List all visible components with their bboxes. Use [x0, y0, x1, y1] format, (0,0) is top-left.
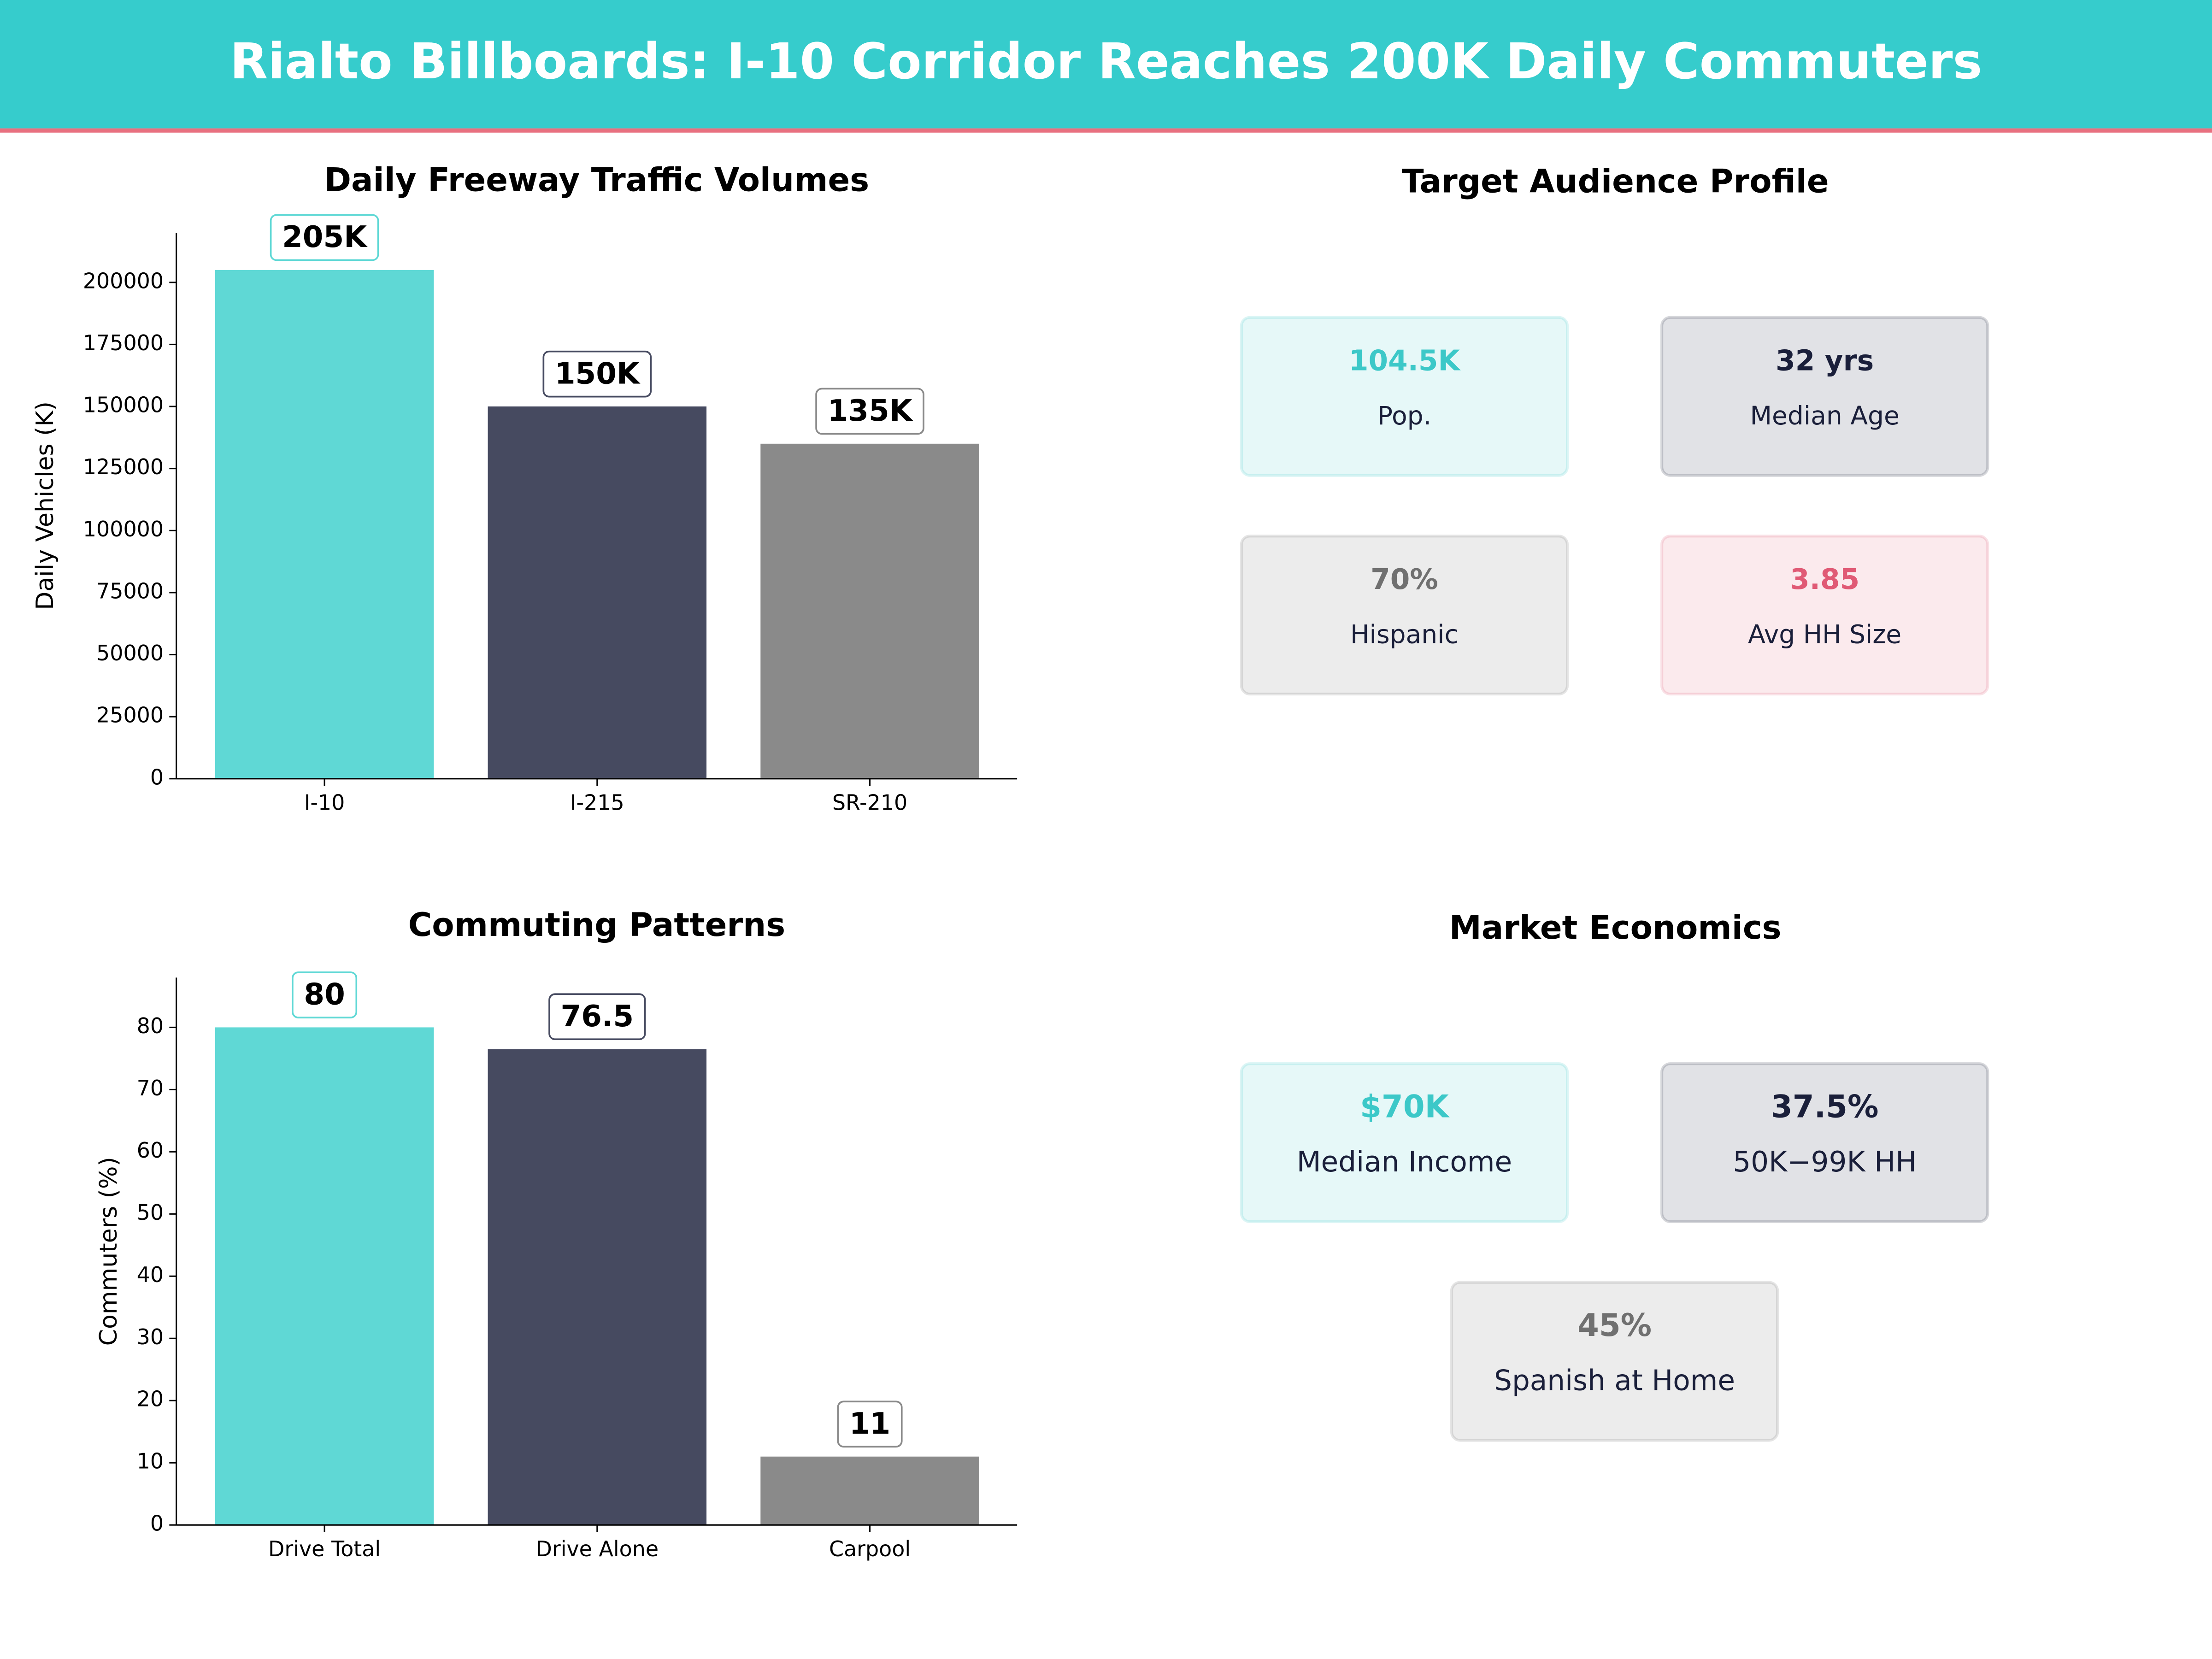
y-tick-label: 20	[137, 1387, 164, 1412]
stat-label: Avg HH Size	[1748, 620, 1901, 649]
value-label-box	[292, 971, 358, 1018]
chart-title: Commuting Patterns	[408, 906, 786, 944]
y-axis-label: Daily Vehicles (K)	[31, 401, 59, 610]
value-label-box	[542, 350, 652, 398]
y-tick-label: 80	[137, 1013, 164, 1038]
x-tick-label: SR-210	[832, 790, 907, 815]
y-tick-label: 70	[137, 1076, 164, 1100]
x-tick-label: Drive Alone	[536, 1536, 659, 1561]
stat-label: Pop.	[1377, 401, 1431, 430]
stat-label: Median Income	[1297, 1146, 1512, 1178]
x-tick-label: I-10	[304, 790, 345, 815]
stat-card	[1240, 535, 1569, 696]
y-tick-label: 10	[137, 1449, 164, 1474]
panel-title: Market Economics	[1449, 909, 1782, 947]
stat-value: 45%	[1577, 1307, 1652, 1343]
y-axis-label: Commuters (%)	[95, 1157, 123, 1346]
stat-value: $70K	[1360, 1088, 1450, 1125]
bar	[760, 443, 979, 779]
value-label: 11	[849, 1406, 890, 1441]
panel-title: Target Audience Profile	[1402, 162, 1829, 200]
stat-card	[1660, 535, 1989, 696]
stat-value: 104.5K	[1349, 344, 1461, 377]
y-tick-label: 175000	[83, 330, 164, 355]
y-tick-label: 25000	[96, 703, 164, 728]
value-label-box	[270, 214, 379, 261]
header-bar	[0, 0, 2212, 129]
y-tick-label: 60	[137, 1138, 164, 1163]
stat-value: 37.5%	[1771, 1088, 1879, 1125]
y-tick-label: 50	[137, 1200, 164, 1225]
stat-value: 32 yrs	[1776, 344, 1874, 377]
bar	[215, 1027, 434, 1525]
stat-card	[1660, 1062, 1989, 1224]
value-label: 205K	[282, 220, 368, 254]
stat-label: 50K−99K HH	[1733, 1146, 1917, 1178]
chart-title: Daily Freeway Traffic Volumes	[324, 161, 870, 199]
stat-label: Spanish at Home	[1494, 1365, 1735, 1397]
x-tick-label: Drive Total	[268, 1536, 381, 1561]
stat-label: Hispanic	[1350, 620, 1459, 649]
y-tick-label: 150000	[83, 393, 164, 418]
stat-value: 70%	[1371, 563, 1438, 596]
value-label-box	[548, 993, 646, 1041]
value-label: 150K	[555, 356, 641, 391]
bar	[488, 1049, 707, 1525]
bar	[760, 1456, 979, 1525]
value-label-box	[815, 388, 924, 435]
stat-card	[1240, 316, 1569, 477]
y-tick-label: 75000	[96, 578, 164, 603]
y-tick-label: 0	[150, 1511, 164, 1536]
y-tick-label: 30	[137, 1324, 164, 1349]
x-tick-label: I-215	[570, 790, 624, 815]
x-tick-label: Carpool	[829, 1536, 911, 1561]
value-label-box	[837, 1400, 903, 1448]
y-tick-label: 125000	[83, 454, 164, 479]
stat-card	[1240, 1062, 1569, 1224]
stat-value: 3.85	[1790, 563, 1859, 596]
y-tick-label: 100000	[83, 517, 164, 541]
stat-label: Median Age	[1750, 401, 1899, 430]
bar	[215, 270, 434, 779]
bar	[488, 406, 707, 779]
y-tick-label: 0	[150, 765, 164, 789]
y-tick-label: 200000	[83, 268, 164, 293]
page-title: Rialto Billboards: I-10 Corridor Reaches…	[230, 33, 1983, 90]
value-label: 135K	[828, 394, 913, 428]
value-label: 80	[304, 977, 345, 1012]
y-tick-label: 40	[137, 1262, 164, 1287]
header-rule	[0, 128, 2212, 133]
value-label: 76.5	[561, 999, 634, 1034]
stat-card	[1660, 316, 1989, 477]
stat-card	[1450, 1281, 1779, 1442]
y-tick-label: 50000	[96, 641, 164, 665]
